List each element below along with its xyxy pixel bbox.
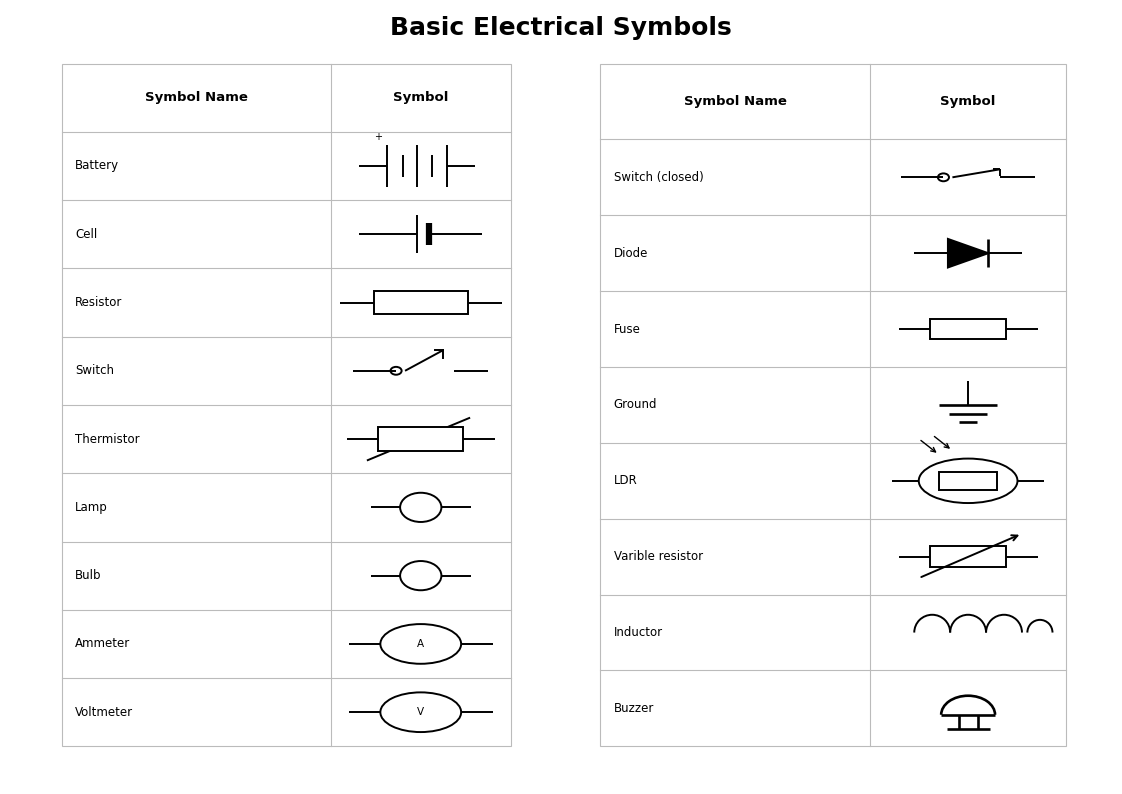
Bar — [378, 427, 463, 451]
Text: Ground: Ground — [614, 399, 657, 411]
Bar — [374, 291, 468, 314]
Text: Ammeter: Ammeter — [75, 638, 130, 650]
Text: Thermistor: Thermistor — [75, 433, 140, 445]
Text: Varible resistor: Varible resistor — [614, 550, 702, 563]
Text: Fuse: Fuse — [614, 322, 641, 336]
Text: V: V — [417, 707, 424, 717]
Text: Inductor: Inductor — [614, 626, 663, 639]
Text: Symbol: Symbol — [393, 91, 449, 104]
Bar — [930, 318, 1006, 339]
Text: Symbol: Symbol — [940, 95, 996, 108]
Bar — [62, 64, 511, 746]
Text: Voltmeter: Voltmeter — [75, 706, 134, 719]
Text: Basic Electrical Symbols: Basic Electrical Symbols — [390, 16, 732, 40]
Bar — [939, 472, 997, 490]
Circle shape — [401, 561, 441, 590]
Text: Cell: Cell — [75, 228, 98, 241]
Text: Symbol Name: Symbol Name — [145, 91, 248, 104]
Text: Symbol Name: Symbol Name — [684, 95, 787, 108]
Text: Buzzer: Buzzer — [614, 702, 654, 715]
Text: Bulb: Bulb — [75, 569, 102, 582]
Text: Diode: Diode — [614, 247, 649, 260]
Text: Resistor: Resistor — [75, 296, 122, 309]
Text: +: + — [374, 132, 383, 142]
Ellipse shape — [380, 692, 461, 732]
Ellipse shape — [919, 459, 1018, 503]
Text: Battery: Battery — [75, 160, 119, 172]
Bar — [600, 64, 1066, 746]
Ellipse shape — [380, 624, 461, 664]
Text: Switch: Switch — [75, 364, 114, 377]
Text: A: A — [417, 639, 424, 649]
Circle shape — [401, 493, 441, 522]
Text: Lamp: Lamp — [75, 501, 108, 514]
Bar — [930, 546, 1006, 567]
Text: Switch (closed): Switch (closed) — [614, 171, 703, 184]
Text: LDR: LDR — [614, 474, 637, 488]
Polygon shape — [948, 239, 988, 268]
